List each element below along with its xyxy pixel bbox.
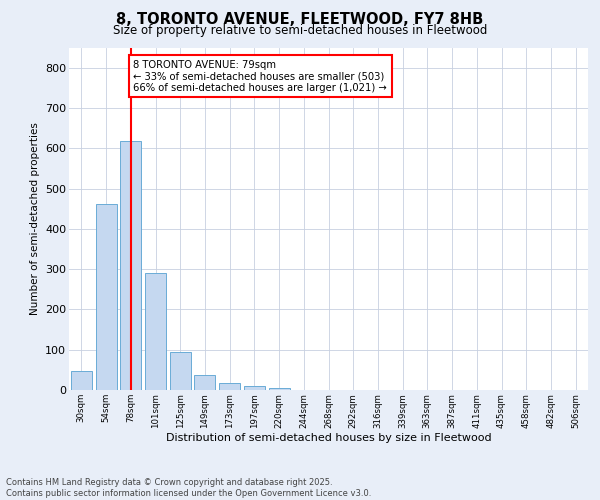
X-axis label: Distribution of semi-detached houses by size in Fleetwood: Distribution of semi-detached houses by … [166, 433, 491, 443]
Bar [120, 140, 141, 390]
Bar [71, 372, 92, 390]
Bar [145, 273, 166, 390]
Bar [219, 383, 240, 390]
Bar [170, 352, 191, 390]
Text: Size of property relative to semi-detached houses in Fleetwood: Size of property relative to semi-detach… [113, 24, 487, 37]
Bar [194, 375, 215, 390]
Bar [244, 386, 265, 390]
Bar [95, 204, 116, 390]
Bar [269, 388, 290, 390]
Text: 8 TORONTO AVENUE: 79sqm
← 33% of semi-detached houses are smaller (503)
66% of s: 8 TORONTO AVENUE: 79sqm ← 33% of semi-de… [133, 60, 387, 93]
Text: 8, TORONTO AVENUE, FLEETWOOD, FY7 8HB: 8, TORONTO AVENUE, FLEETWOOD, FY7 8HB [116, 12, 484, 28]
Y-axis label: Number of semi-detached properties: Number of semi-detached properties [29, 122, 40, 315]
Text: Contains HM Land Registry data © Crown copyright and database right 2025.
Contai: Contains HM Land Registry data © Crown c… [6, 478, 371, 498]
